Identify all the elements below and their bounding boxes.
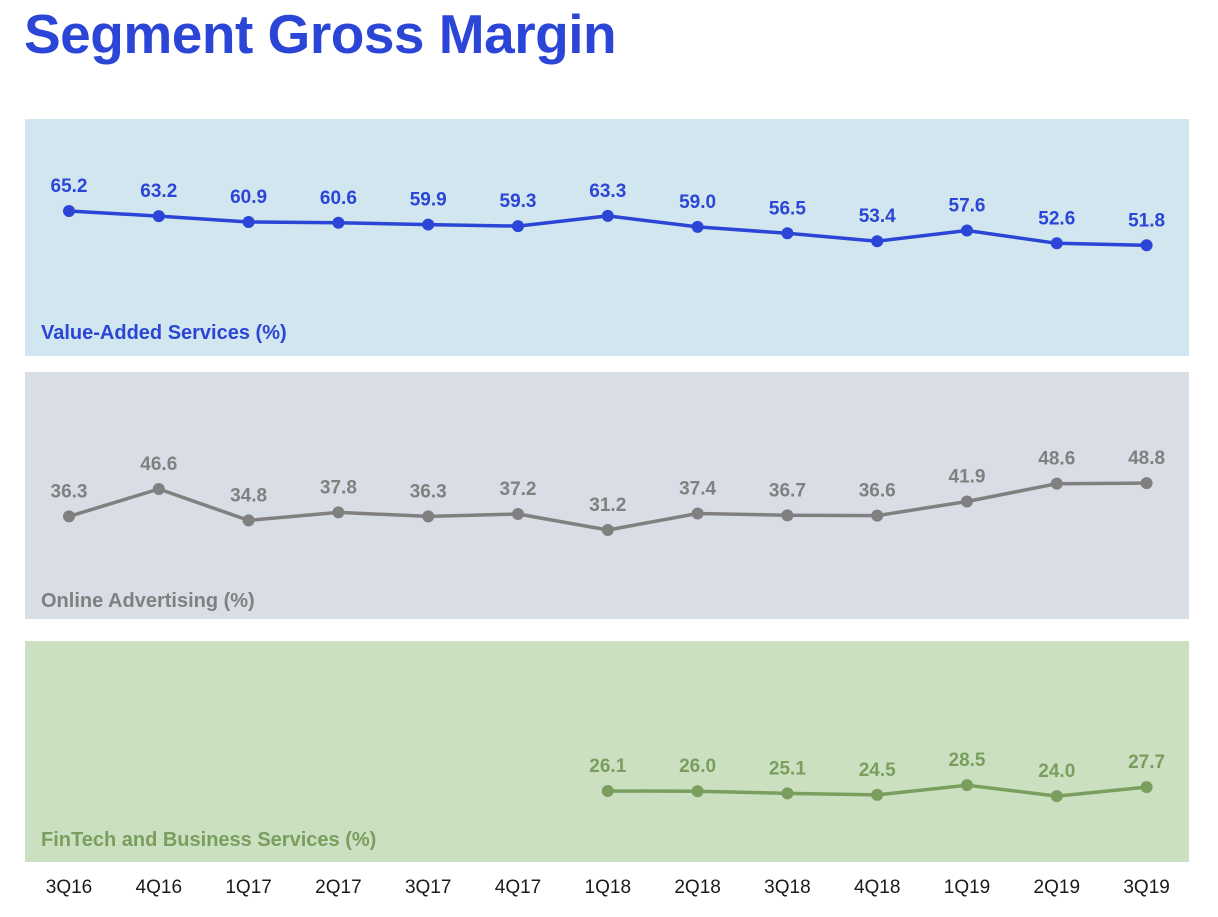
data-point (691, 785, 704, 798)
data-label: 41.9 (949, 467, 986, 488)
data-point (332, 216, 345, 229)
x-tick-label: 1Q17 (225, 877, 271, 898)
data-point (781, 787, 794, 800)
data-point (961, 495, 973, 508)
data-label: 37.8 (320, 477, 357, 498)
data-point (1140, 239, 1153, 252)
data-point (691, 220, 704, 233)
x-tick-label: 2Q17 (315, 877, 361, 898)
data-point (152, 483, 165, 495)
data-point (961, 224, 973, 237)
x-tick-label: 1Q18 (585, 877, 631, 898)
data-point (691, 507, 704, 520)
series-panel-2: 26.1 26.0 25.1 24.5 28.5 24.0 27.7 FinTech and … (25, 641, 1189, 862)
data-label: 59.3 (500, 191, 537, 212)
data-label: 37.2 (500, 479, 537, 500)
data-point (63, 205, 75, 217)
data-label: 24.5 (859, 760, 896, 781)
data-label: 26.1 (589, 756, 626, 777)
data-label: 53.4 (859, 206, 896, 227)
data-point (63, 510, 75, 523)
x-tick-label: 3Q16 (46, 877, 92, 898)
panel-background (25, 119, 1189, 356)
data-point (1050, 477, 1063, 490)
data-point (242, 514, 255, 527)
data-point (242, 216, 255, 229)
x-tick-label: 2Q19 (1034, 877, 1080, 898)
data-label: 57.6 (949, 195, 986, 216)
x-tick-label: 4Q16 (136, 877, 182, 898)
data-point (1050, 237, 1063, 250)
data-point (961, 779, 973, 792)
data-label: 27.7 (1128, 752, 1165, 773)
data-label: 37.4 (679, 478, 716, 499)
x-tick-label: 3Q19 (1123, 877, 1169, 898)
data-label: 26.0 (679, 756, 716, 777)
x-tick-label: 3Q17 (405, 877, 451, 898)
data-point (871, 509, 884, 522)
data-label: 48.6 (1038, 449, 1075, 470)
data-label: 25.1 (769, 758, 806, 779)
data-label: 24.0 (1038, 761, 1075, 782)
x-tick-label: 4Q17 (495, 877, 541, 898)
data-point (512, 508, 524, 521)
data-label: 63.2 (140, 181, 177, 202)
data-point (871, 235, 884, 248)
x-tick-label: 3Q18 (764, 877, 810, 898)
data-point (871, 788, 884, 801)
data-point (781, 509, 794, 522)
page-title: Segment Gross Margin (24, 3, 617, 65)
series-name-label: FinTech and Business Services (%) (41, 829, 376, 851)
series-name-label: Online Advertising (%) (41, 590, 255, 612)
data-label: 48.8 (1128, 448, 1165, 469)
data-label: 60.6 (320, 188, 357, 209)
data-label: 31.2 (589, 495, 626, 516)
x-tick-label: 2Q18 (674, 877, 720, 898)
data-point (601, 785, 614, 797)
data-label: 46.6 (140, 454, 177, 475)
data-point (601, 523, 614, 536)
x-axis: 3Q16 4Q16 1Q17 2Q17 3Q17 4Q17 1Q18 2Q18 3Q18 4Q18… (46, 877, 1170, 898)
data-label: 56.5 (769, 198, 806, 219)
data-point (1050, 790, 1063, 803)
data-label: 36.3 (410, 481, 447, 502)
data-point (1140, 477, 1153, 490)
data-point (601, 209, 614, 222)
data-point (332, 506, 345, 519)
series-name-label: Value-Added Services (%) (41, 322, 287, 344)
x-tick-label: 4Q18 (854, 877, 900, 898)
data-point (1140, 781, 1153, 794)
data-point (781, 227, 794, 240)
data-label: 65.2 (51, 176, 88, 197)
data-label: 36.7 (769, 480, 806, 501)
data-label: 52.6 (1038, 208, 1075, 229)
data-label: 28.5 (949, 750, 986, 771)
data-label: 59.0 (679, 192, 716, 213)
data-label: 63.3 (589, 181, 626, 202)
series-panel-0: 65.2 63.2 60.9 60.6 59.9 59.3 63.3 59.0 56.5 53.4… (25, 119, 1189, 356)
data-label: 51.8 (1128, 210, 1165, 231)
data-label: 60.9 (230, 187, 267, 208)
data-label: 36.3 (51, 481, 88, 502)
x-tick-label: 1Q19 (944, 877, 990, 898)
data-point (422, 510, 435, 523)
data-label: 36.6 (859, 481, 896, 502)
data-point (422, 218, 435, 231)
data-label: 34.8 (230, 485, 267, 506)
data-point (152, 210, 165, 223)
data-label: 59.9 (410, 190, 447, 211)
series-panel-1: 36.3 46.6 34.8 37.8 36.3 37.2 31.2 37.4 36.7 36.6… (25, 372, 1189, 619)
panel-background (25, 641, 1189, 862)
data-point (512, 220, 524, 233)
